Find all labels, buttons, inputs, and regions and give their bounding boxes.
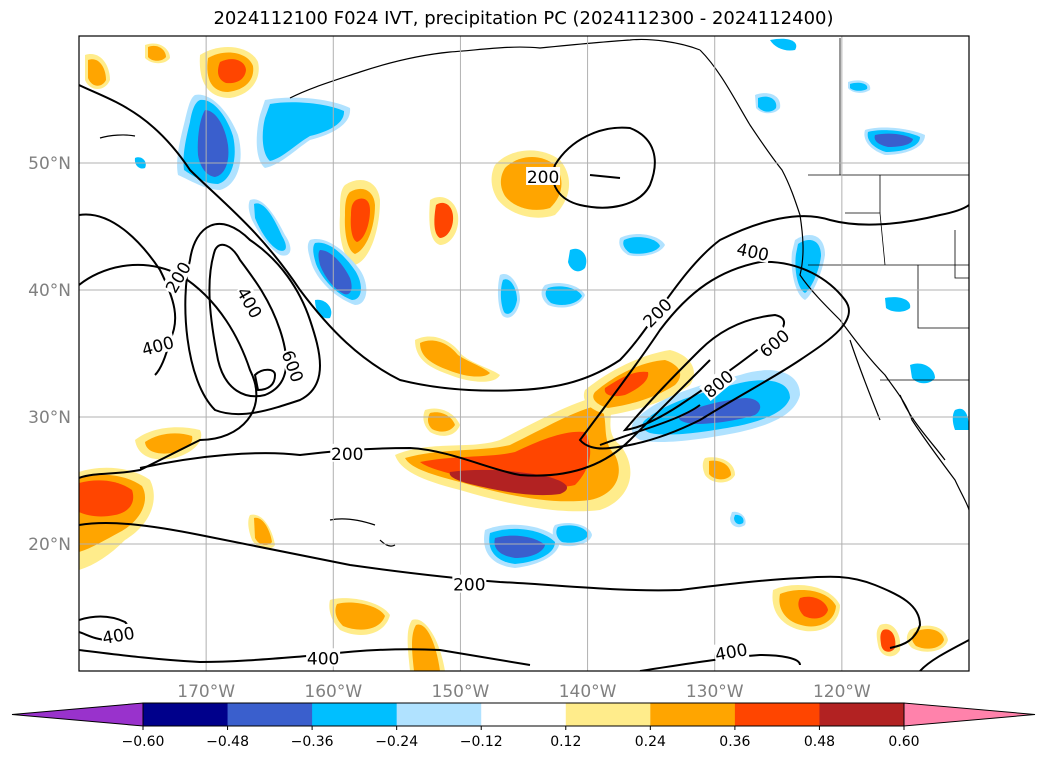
ivt-label-background (755, 324, 793, 361)
ivt-label-background (306, 648, 341, 667)
map-gridlines (79, 36, 969, 671)
ivt-label-background (99, 622, 137, 647)
political-borders (808, 38, 969, 381)
colorbar: −0.60 −0.48 −0.36 −0.24 −0.12 0.12 0.24 0.36 0.4… (11, 702, 1036, 750)
ivt-label-background (452, 574, 487, 593)
lat-tick-label: 50°N (28, 154, 71, 174)
ivt-label-background (526, 166, 561, 185)
ivt-label-background (734, 238, 772, 264)
colorbar-bin (227, 703, 313, 726)
lat-tick-label: 40°N (28, 281, 71, 301)
ivt-contour-label: 200 (453, 576, 485, 596)
ivt-label-background (161, 257, 194, 297)
lon-tick-label: 140°W (559, 682, 617, 702)
ivt-label-background (279, 346, 308, 385)
colorbar-bin (819, 703, 905, 726)
lat-tick-label: 30°N (28, 408, 71, 428)
precip-pc-fill (79, 38, 969, 671)
colorbar-tick-label: −0.24 (375, 734, 418, 750)
colorbar-bin (396, 703, 482, 726)
colorbar-bin (565, 703, 651, 726)
colorbar-tick-label: 0.12 (550, 734, 581, 750)
colorbar-bin (312, 703, 398, 726)
colorbar-bin (734, 703, 820, 726)
map-frame (78, 35, 970, 672)
ivt-label-background (138, 331, 177, 359)
lon-tick-label: 150°W (432, 682, 490, 702)
colorbar-tick-label: −0.60 (122, 734, 165, 750)
ivt-label-background (330, 443, 365, 462)
ivt-label-background (233, 282, 267, 322)
longitude-labels: 170°W 160°W 150°W 140°W 130°W 120°W (177, 682, 871, 702)
colorbar-tick-label: 0.36 (719, 734, 750, 750)
lat-tick-label: 20°N (28, 535, 71, 555)
colorbar-tick-label: −0.12 (460, 734, 503, 750)
ivt-contours (79, 84, 969, 671)
lon-tick-label: 120°W (813, 682, 871, 702)
ivt-label-background (712, 639, 750, 663)
ivt-contour-label: 400 (307, 649, 339, 669)
colorbar-frame (142, 702, 905, 727)
colorbar-bin (650, 703, 736, 726)
ivt-contour-label: 200 (527, 168, 559, 188)
colorbar-bin (481, 703, 567, 726)
colorbar-tick-label: 0.48 (804, 734, 835, 750)
colorbar-tick-label: 0.24 (635, 734, 666, 750)
lon-tick-label: 170°W (177, 682, 235, 702)
lon-tick-label: 160°W (304, 682, 362, 702)
colorbar-tick-label: 0.60 (888, 734, 919, 750)
colorbar-tick-label: −0.48 (206, 734, 249, 750)
colorbar-bin (143, 703, 229, 726)
map-title: 2024112100 F024 IVT, precipitation PC (2… (213, 8, 834, 29)
colorbar-under-extension (11, 702, 144, 727)
ivt-contour-label: 200 (331, 445, 363, 465)
ivt-label-background (638, 293, 676, 331)
lon-tick-label: 130°W (686, 682, 744, 702)
ivt-label-background (699, 365, 737, 402)
colorbar-tick-label: −0.36 (291, 734, 334, 750)
latitude-labels: 20°N 30°N 40°N 50°N (28, 154, 71, 555)
colorbar-over-extension (903, 702, 1036, 727)
